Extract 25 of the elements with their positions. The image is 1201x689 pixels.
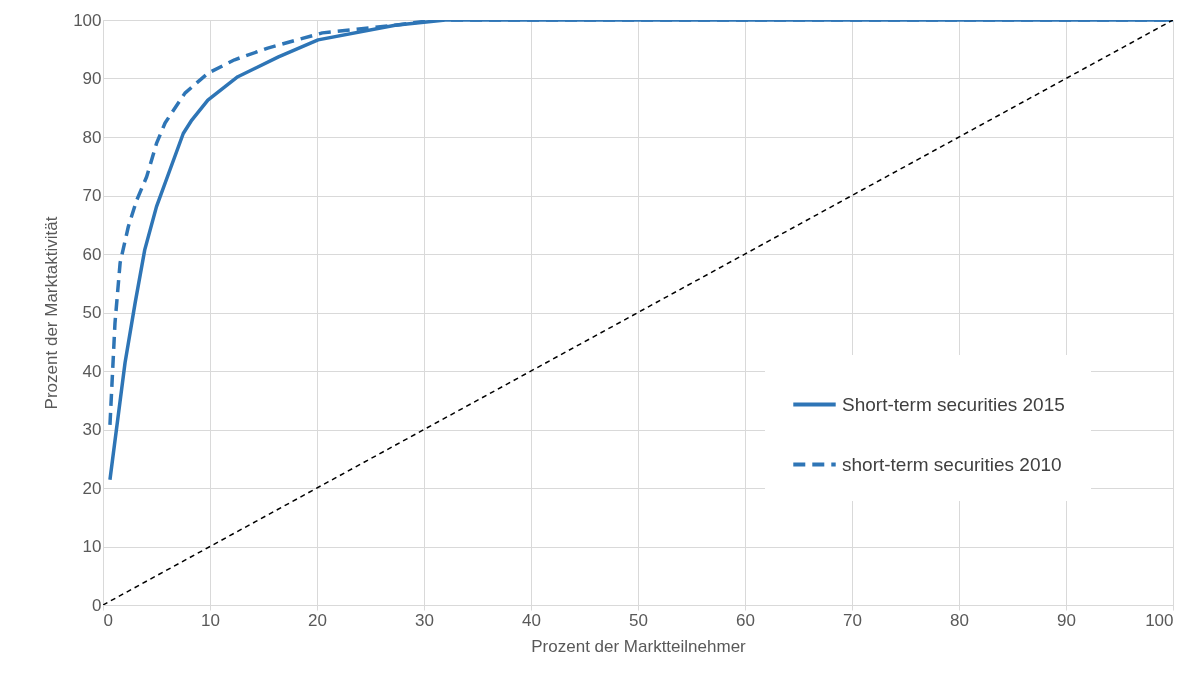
y-axis-title: Prozent der Marktaktivität — [42, 216, 62, 410]
y-tick-label: 40 — [82, 361, 102, 381]
y-tick-label: 80 — [82, 127, 102, 147]
y-tick-label: 30 — [82, 420, 102, 439]
x-tick-label: 100 — [1145, 610, 1174, 630]
x-tick-label: 10 — [201, 610, 220, 630]
x-tick-label: 30 — [415, 610, 434, 630]
legend-label: short-term securities 2010 — [842, 453, 1062, 475]
y-tick-label: 60 — [82, 244, 102, 264]
y-tick-label: 20 — [82, 478, 102, 498]
x-tick-label: 50 — [629, 610, 648, 630]
x-tick-label: 70 — [843, 610, 862, 630]
x-tick-label: 80 — [950, 610, 969, 630]
y-tick-label: 50 — [82, 303, 102, 322]
x-tick-label: 60 — [736, 610, 755, 630]
x-tick-label: 20 — [308, 610, 327, 630]
x-tick-label: 40 — [522, 610, 541, 630]
y-tick-label: 100 — [73, 10, 102, 30]
x-axis-title: Prozent der Marktteilnehmer — [531, 636, 747, 656]
y-tick-label: 90 — [82, 69, 102, 88]
x-tick-label: 90 — [1057, 610, 1076, 630]
y-tick-label: 0 — [92, 595, 102, 615]
y-tick-label: 10 — [82, 537, 102, 556]
legend-label: Short-term securities 2015 — [842, 393, 1065, 415]
y-tick-label: 70 — [82, 186, 102, 205]
